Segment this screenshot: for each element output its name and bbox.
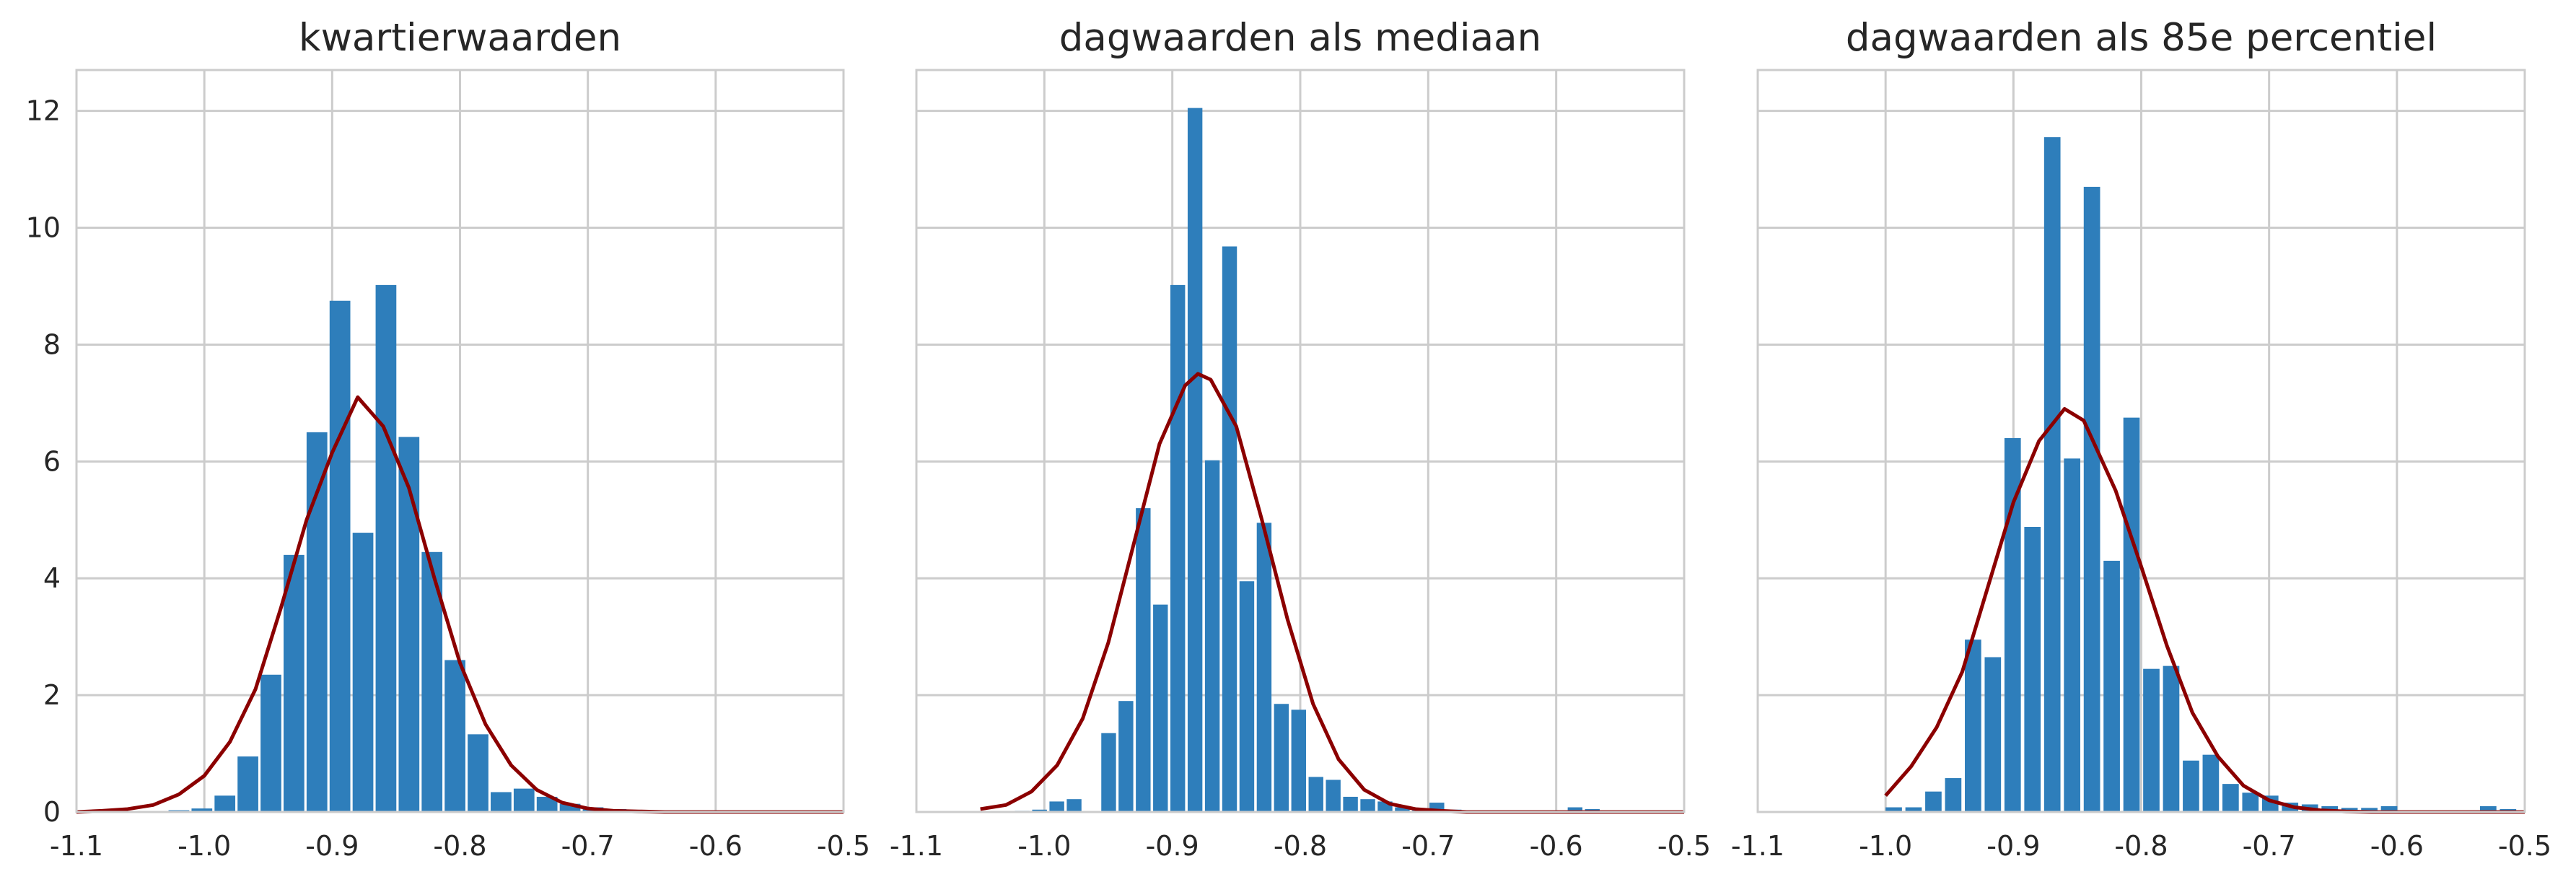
histogram-bar — [375, 284, 397, 812]
histogram-bar — [536, 796, 558, 812]
x-tick-label: -0.6 — [1530, 830, 1583, 862]
y-tick-label: 0 — [43, 796, 61, 828]
x-tick-label: -1.0 — [178, 830, 231, 862]
histogram-bar — [2004, 437, 2021, 812]
histogram-bar — [1965, 639, 1981, 812]
histogram-bar — [237, 756, 258, 812]
chart-panel-3: -1.1 -1.0 -0.9 -0.8 -0.7 -0.6 -0.5 dagwaarden a… — [1731, 16, 2551, 862]
x-tick-label: -1.1 — [1731, 830, 1784, 862]
histogram-bar — [444, 660, 465, 812]
histogram-bar — [1395, 807, 1410, 812]
histogram-bar — [1222, 246, 1237, 812]
histogram-bar — [352, 533, 374, 812]
x-tick-label: -1.0 — [1859, 830, 1912, 862]
x-tick-label: -0.9 — [1146, 830, 1199, 862]
normal-fit-curve — [1884, 406, 2525, 814]
histogram-bar — [1136, 508, 1151, 812]
histogram-bar — [191, 808, 213, 812]
x-tick-label: -1.1 — [890, 830, 943, 862]
x-tick-label: -1.0 — [1017, 830, 1071, 862]
histogram-bar — [1945, 778, 1962, 812]
histogram-bar — [1885, 807, 1902, 812]
histogram-bar — [1343, 796, 1358, 812]
histogram-bar — [2222, 784, 2239, 812]
histogram-bar — [2103, 560, 2120, 812]
histogram-bar — [2123, 417, 2140, 812]
histogram-bar — [398, 437, 420, 812]
histogram-bar — [1567, 807, 1583, 812]
x-tick-label: -0.7 — [561, 830, 615, 862]
histogram-bar — [491, 792, 512, 812]
x-tick-label: -0.5 — [2498, 830, 2551, 862]
histogram-bar — [1326, 780, 1341, 812]
x-tick-label: -0.6 — [2370, 830, 2424, 862]
x-tick-label: -0.8 — [1274, 830, 1327, 862]
histogram-bar — [2043, 137, 2061, 812]
histogram-bar — [284, 554, 305, 812]
histogram-bar — [1187, 108, 1203, 813]
histogram-bar — [1308, 777, 1323, 812]
chart-title: kwartierwaarden — [299, 16, 621, 60]
histogram-bar — [1118, 701, 1134, 812]
x-tick-label: -0.9 — [1986, 830, 2040, 862]
histogram-bar — [1256, 523, 1272, 812]
histogram-bar — [559, 803, 581, 812]
histogram-bar — [2083, 186, 2100, 812]
histogram-bar — [1925, 791, 1942, 812]
histogram-bar — [1239, 581, 1255, 812]
x-tick-label: -0.7 — [1401, 830, 1455, 862]
histogram-bar — [1984, 657, 2002, 812]
histogram-bar — [1066, 799, 1082, 812]
histogram-bar — [2479, 805, 2497, 812]
plot-frame — [1756, 69, 2526, 813]
y-tick-label: 8 — [43, 328, 61, 360]
histogram-bar — [2064, 458, 2081, 812]
histogram-bar — [2183, 760, 2199, 812]
histogram-bar — [329, 300, 351, 812]
histogram-bar — [2361, 808, 2378, 812]
x-tick-label: -0.5 — [817, 830, 870, 862]
x-tick-label: -0.9 — [305, 830, 359, 862]
chart-title: dagwaarden als mediaan — [1059, 16, 1541, 60]
plot-frame — [915, 69, 1686, 813]
histogram-bar — [513, 788, 535, 812]
y-tick-label: 10 — [26, 212, 61, 244]
histogram-bar — [2143, 668, 2160, 812]
x-tick-label: -0.7 — [2243, 830, 2296, 862]
histogram-bar — [1360, 799, 1375, 812]
histogram-bar — [2024, 526, 2041, 812]
histogram-bar — [1049, 801, 1064, 812]
histogram-bar — [214, 795, 236, 812]
x-tick-label: -0.6 — [689, 830, 742, 862]
chart-title: dagwaarden als 85e percentiel — [1846, 16, 2437, 60]
y-tick-label: 12 — [26, 95, 61, 127]
histogram-bar — [2163, 665, 2180, 812]
normal-fit-curve — [980, 372, 1684, 814]
histogram-bar — [2380, 805, 2398, 812]
histogram-bar — [1291, 709, 1306, 812]
chart-panel-1: -1.1 -1.0 -0.9 -0.8 -0.7 -0.6 -0.5 0 2 4 6 8 10 12 kwa… — [26, 16, 870, 862]
histogram-bar — [1170, 284, 1186, 812]
histogram-bar — [2242, 793, 2259, 812]
histogram-bar — [468, 734, 489, 812]
y-tick-label: 6 — [43, 445, 61, 477]
histogram-bar — [1905, 807, 1922, 812]
x-tick-label: -0.5 — [1657, 830, 1711, 862]
y-tick-label: 2 — [43, 679, 61, 711]
x-tick-label: -1.1 — [50, 830, 103, 862]
histogram-bar — [2202, 754, 2220, 812]
x-tick-label: -0.8 — [2114, 830, 2168, 862]
histogram-bar — [260, 674, 281, 812]
histogram-bar — [1274, 704, 1289, 812]
x-tick-label: -0.8 — [433, 830, 486, 862]
histogram-bar — [1204, 460, 1220, 812]
y-tick-label: 4 — [43, 562, 61, 594]
plot-frame — [75, 69, 845, 813]
histogram-bar — [1101, 733, 1116, 812]
chart-panel-2: -1.1 -1.0 -0.9 -0.8 -0.7 -0.6 -0.5 dagwaarden a… — [890, 16, 1711, 862]
histogram-bar — [1153, 604, 1168, 812]
histogram-bar — [1032, 809, 1047, 812]
